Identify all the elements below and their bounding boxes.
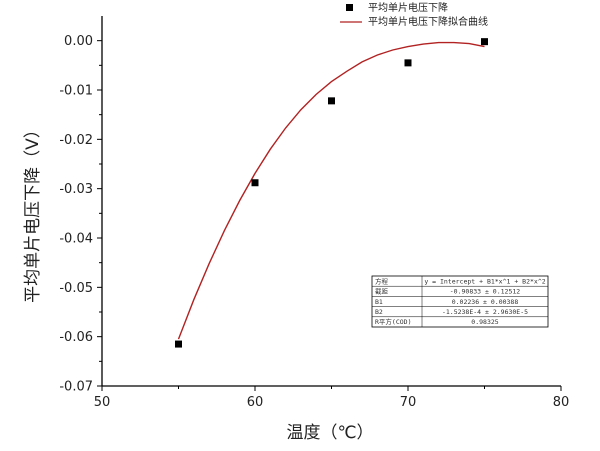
fit-table-key: B2 [375, 308, 383, 316]
fit-table-key: B1 [375, 298, 383, 306]
legend-marker-square [346, 4, 353, 11]
data-point [481, 38, 488, 46]
fit-table-value: 0.02236 ± 0.00388 [452, 298, 519, 306]
x-tick-label: 50 [94, 395, 111, 410]
legend-label-fit: 平均单片电压下降拟合曲线 [368, 15, 488, 28]
y-tick-label: 0.00 [64, 34, 93, 49]
fit-table-border [371, 275, 549, 328]
legend: 平均单片电压下降 平均单片电压下降拟合曲线 [340, 1, 488, 28]
y-tick-label: -0.06 [59, 330, 93, 345]
y-tick-label: -0.07 [59, 380, 93, 395]
fit-table-value: 0.98325 [471, 318, 498, 326]
y-axis-title: 平均单片电压下降（V） [23, 121, 43, 303]
data-point [251, 179, 259, 187]
fit-table: 方程 y = Intercept + B1*x^1 + B2*x^2 截距 -0.90… [371, 275, 549, 328]
ticks: 50 60 70 80 0.00 -0.01 -0.02 -0.03 -0.04 -0.05 -0.… [59, 34, 569, 410]
fit-table-value: -1.5238E-4 ± 2.9630E-5 [442, 308, 528, 316]
y-tick-label: -0.04 [59, 232, 93, 247]
y-tick-label: -0.05 [59, 281, 93, 296]
axes [101, 16, 561, 387]
y-tick-label: -0.02 [59, 133, 93, 148]
y-tick-label: -0.03 [59, 182, 93, 197]
data-point [404, 59, 412, 67]
fit-curve [177, 41, 485, 340]
x-tick-label: 60 [247, 395, 264, 410]
x-tick-label: 70 [400, 395, 417, 410]
data-point [328, 97, 335, 105]
fit-table-key: R平方(COD) [375, 317, 411, 326]
points-layer [175, 38, 488, 348]
fit-line-layer [177, 41, 485, 340]
fit-table-key: 截距 [375, 287, 389, 296]
x-axis-title: 温度（℃） [286, 423, 373, 443]
fit-table-key: 方程 [375, 276, 389, 285]
y-tick-label: -0.01 [59, 84, 93, 99]
fit-table-value: y = Intercept + B1*x^1 + B2*x^2 [424, 277, 545, 285]
fit-table-value: -0.90833 ± 0.12512 [450, 288, 521, 296]
x-tick-label: 80 [553, 395, 570, 410]
legend-label-scatter: 平均单片电压下降 [368, 1, 448, 14]
data-point [175, 340, 182, 348]
